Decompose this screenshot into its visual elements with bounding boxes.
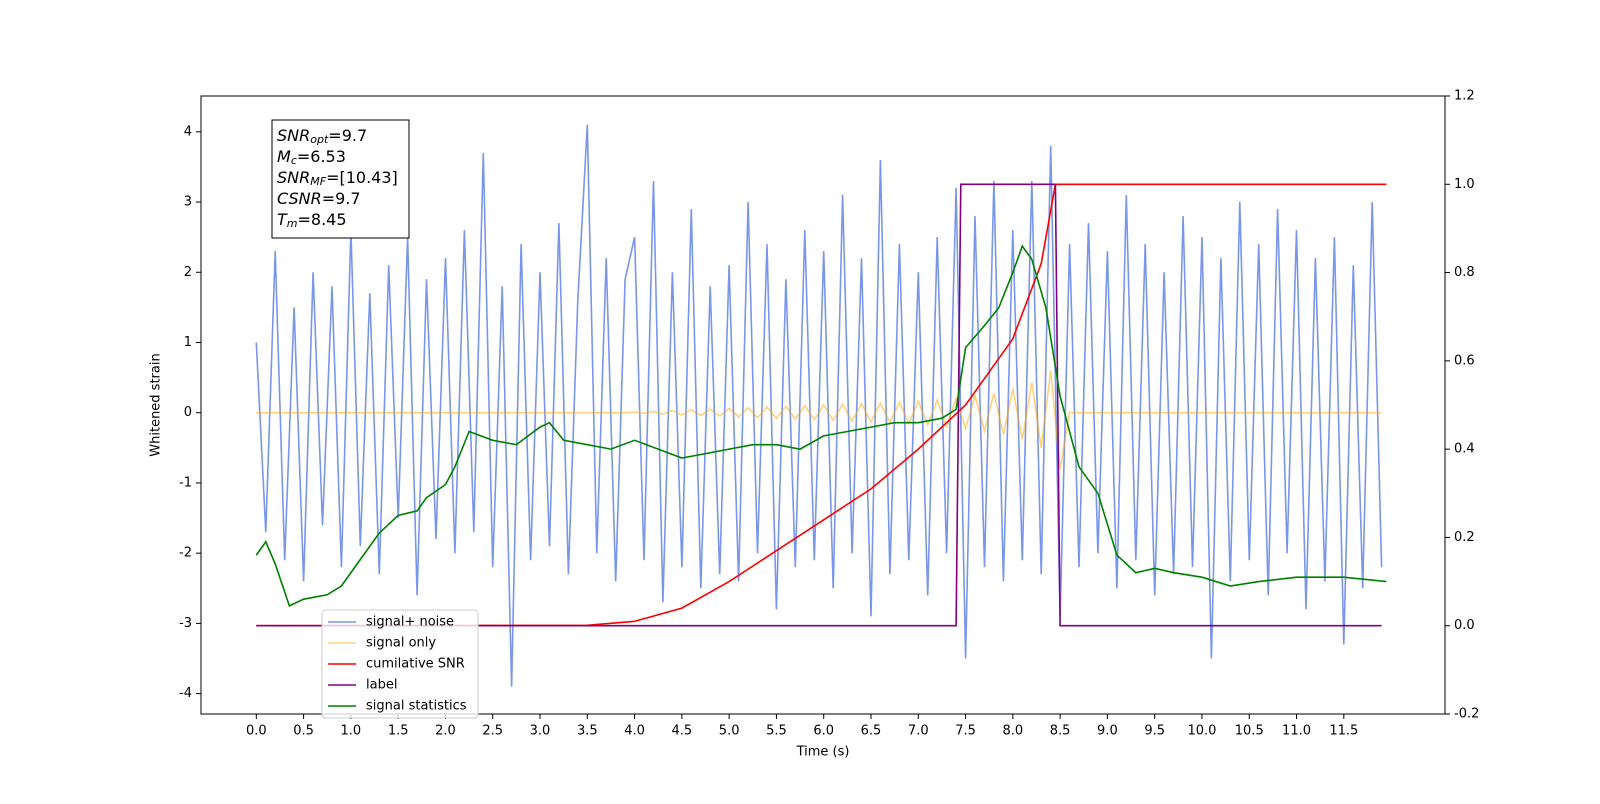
annotation-line: Tm=8.45 (277, 210, 347, 231)
y-tick-label: 1 (184, 335, 192, 350)
annotation-value: =9.7 (322, 189, 361, 208)
legend-frame (321, 609, 479, 719)
x-tick-label: 10.0 (1187, 724, 1216, 739)
annotation-line: SNRopt=9.7 (277, 126, 367, 147)
annotation-value: =8.45 (298, 210, 347, 229)
annotation-line: Mc=6.53 (277, 147, 346, 168)
annotation-line: CSNR=9.7 (277, 189, 361, 208)
annotation-subscript: opt (310, 133, 329, 146)
x-tick-label: 5.5 (766, 724, 787, 739)
x-tick-label: 4.0 (624, 724, 645, 739)
x-tick-label: 3.0 (530, 724, 551, 739)
x-tick-label: 0.0 (246, 724, 267, 739)
annotation-symbol: T (277, 210, 288, 229)
y-tick-label: -2 (179, 546, 192, 561)
annotation-symbol: CSNR (277, 189, 322, 208)
y-axis-label: Whitened strain (149, 353, 164, 456)
x-tick-label: 6.5 (861, 724, 882, 739)
x-tick-label: 7.0 (908, 724, 929, 739)
y2-tick-label: 0.6 (1454, 353, 1475, 368)
x-tick-label: 6.0 (813, 724, 834, 739)
y2-tick-label: 1.0 (1454, 177, 1475, 192)
x-tick-label: 2.5 (482, 724, 503, 739)
x-tick-label: 10.5 (1235, 724, 1264, 739)
annotation-box: SNRopt=9.7Mc=6.53SNRMF=[10.43]CSNR=9.7Tm… (271, 119, 410, 239)
legend-label: cumilative SNR (366, 657, 465, 672)
y2-tick-label: 0.2 (1454, 530, 1475, 545)
y-tick-label: 4 (184, 124, 192, 139)
legend-label: signal statistics (366, 699, 467, 714)
annotation-symbol: SNR (277, 126, 310, 145)
annotation-symbol: SNR (277, 168, 310, 187)
x-tick-label: 7.5 (955, 724, 976, 739)
x-tick-label: 4.5 (672, 724, 693, 739)
y-tick-label: -4 (179, 686, 192, 701)
annotation-subscript: MF (310, 175, 326, 188)
x-tick-label: 11.0 (1282, 724, 1311, 739)
y-tick-label: 2 (184, 265, 192, 280)
x-axis-label: Time (s) (796, 745, 850, 760)
y-tick-label: 0 (184, 405, 192, 420)
plot-area (255, 124, 1387, 687)
annotation-subscript: c (291, 154, 297, 167)
x-tick-label: 9.5 (1144, 724, 1165, 739)
x-tick-label: 11.5 (1329, 724, 1358, 739)
x-tick-label: 1.5 (388, 724, 409, 739)
y-tick-label: -1 (179, 475, 192, 490)
legend-label: signal only (366, 636, 436, 651)
annotation-value: =9.7 (328, 126, 367, 145)
annotation-symbol: M (277, 147, 291, 166)
series-line (255, 244, 1387, 608)
legend-label: label (366, 678, 397, 693)
x-tick-label: 3.5 (577, 724, 598, 739)
x-tick-label: 0.5 (293, 724, 314, 739)
y2-tick-label: 1.2 (1454, 89, 1475, 104)
annotation-subscript: m (287, 217, 298, 230)
y-tick-label: -3 (179, 616, 192, 631)
legend: signal+ noise signal only cumilative SNR la… (321, 609, 479, 719)
x-tick-label: 1.0 (341, 724, 362, 739)
x-tick-label: 2.0 (435, 724, 456, 739)
annotation-value: =6.53 (297, 147, 346, 166)
annotation-value: =[10.43] (326, 168, 398, 187)
annotation-line: SNRMF=[10.43] (277, 168, 398, 189)
axes-frame (200, 95, 1446, 715)
x-tick-label: 8.5 (1050, 724, 1071, 739)
x-tick-label: 9.0 (1097, 724, 1118, 739)
series-line (255, 124, 1383, 687)
y2-tick-label: -0.2 (1454, 707, 1479, 722)
annotation-frame (271, 119, 410, 239)
x-tick-label: 5.0 (719, 724, 740, 739)
y-tick-label: 3 (184, 195, 192, 210)
y2-tick-label: 0.4 (1454, 442, 1475, 457)
legend-label: signal+ noise (366, 615, 454, 630)
series-line (256, 370, 1382, 470)
y2-tick-label: 0.0 (1454, 618, 1475, 633)
x-tick-label: 8.0 (1002, 724, 1023, 739)
y2-tick-label: 0.8 (1454, 265, 1475, 280)
series-line (256, 183, 1382, 627)
